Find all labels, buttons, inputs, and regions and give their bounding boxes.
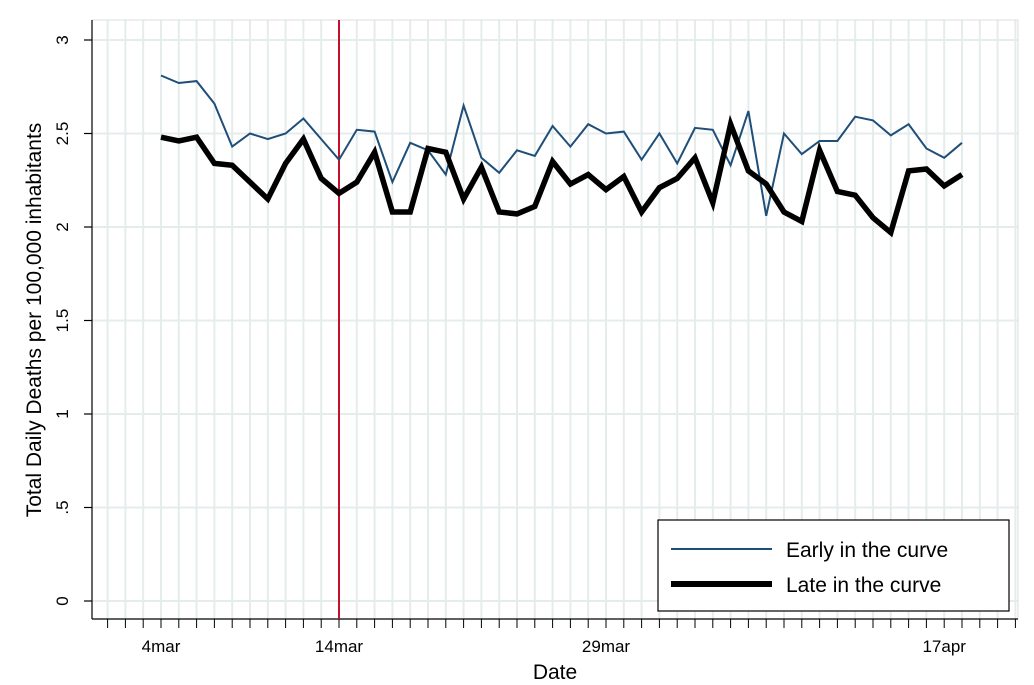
y-tick-label: 2.5 xyxy=(53,122,72,146)
y-tick-label: 3 xyxy=(53,35,72,44)
legend-label-late: Late in the curve xyxy=(786,574,941,597)
series-line-late xyxy=(160,114,964,238)
series-lines xyxy=(160,74,964,238)
y-axis-title: Total Daily Deaths per 100,000 inhabitan… xyxy=(23,123,46,518)
y-tick-label: .5 xyxy=(53,500,72,514)
x-axis-title: Date xyxy=(533,661,577,684)
y-tick-label: 2 xyxy=(53,222,72,231)
x-tick-label: 29mar xyxy=(582,637,631,656)
series-line-early xyxy=(160,74,963,217)
legend-box xyxy=(657,519,1010,612)
legend-label-early: Early in the curve xyxy=(786,539,948,562)
x-tick-label: 4mar xyxy=(142,637,181,656)
legend: Early in the curve Late in the curve xyxy=(657,519,1010,612)
x-tick-label: 14mar xyxy=(315,637,364,656)
x-tick-label: 17apr xyxy=(922,637,966,656)
y-tick-label: 1 xyxy=(53,409,72,418)
y-tick-label: 1.5 xyxy=(53,309,72,333)
axes: 0 .5 1 1.5 2 2.5 3 4mar 14mar 29mar 17apr xyxy=(53,20,1018,656)
y-tick-label: 0 xyxy=(53,596,72,605)
